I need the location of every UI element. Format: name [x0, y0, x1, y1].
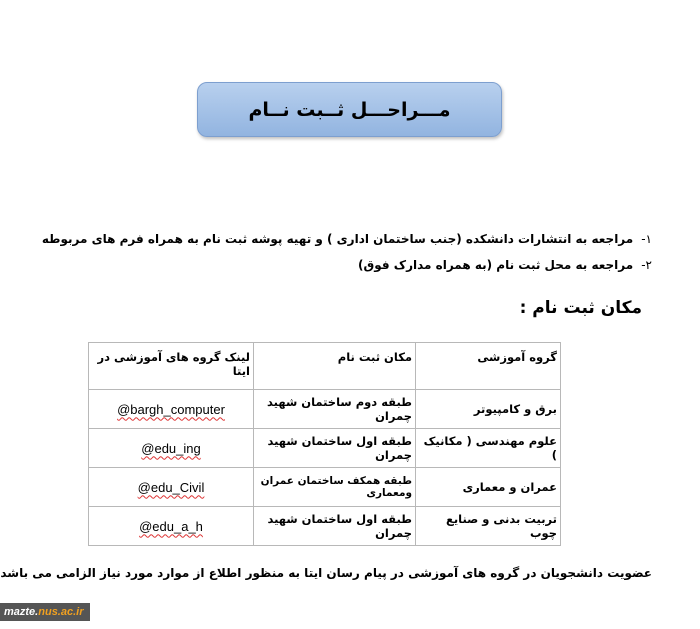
- cell-location: طبقه دوم ساختمان شهید چمران: [253, 389, 416, 429]
- cell-location: طبقه اول ساختمان شهید چمران: [253, 428, 416, 468]
- table-row: تربیت بدنی و صنایع چوب طبقه اول ساختمان …: [88, 506, 561, 546]
- cell-group: تربیت بدنی و صنایع چوب: [415, 506, 561, 546]
- cell-group: علوم مهندسی ( مکانیک ): [415, 428, 561, 468]
- table-row: علوم مهندسی ( مکانیک ) طبقه اول ساختمان …: [88, 428, 561, 468]
- eitaa-link[interactable]: @bargh_computer: [117, 401, 225, 417]
- site-watermark: mazte.nus.ac.ir: [0, 603, 90, 621]
- eitaa-link[interactable]: @edu_a_h: [139, 518, 203, 534]
- table-row: برق و کامپیوتر طبقه دوم ساختمان شهید چمر…: [88, 389, 561, 429]
- watermark-part1: mazte.: [4, 606, 39, 618]
- header-group: گروه آموزشی: [415, 342, 561, 390]
- eitaa-link[interactable]: @edu_ing: [141, 440, 201, 456]
- page-title-box: مـــراحـــل ثــبت نــام: [197, 82, 502, 137]
- page-title: مـــراحـــل ثــبت نــام: [248, 98, 451, 121]
- registration-table: گروه آموزشی مکان ثبت نام لینک گروه های آ…: [88, 342, 561, 546]
- membership-note: عضویت دانشجویان در گروه های آموزشی در پی…: [0, 566, 652, 580]
- cell-link: @bargh_computer: [88, 389, 254, 429]
- header-location: مکان ثبت نام: [253, 342, 416, 390]
- step-text: مراجعه به انتشارات دانشکده (جنب ساختمان …: [41, 232, 634, 246]
- table-row: عمران و معماری طبقه همکف ساختمان عمران و…: [88, 467, 561, 507]
- step-number: ۲-: [641, 258, 652, 272]
- table-header-row: گروه آموزشی مکان ثبت نام لینک گروه های آ…: [88, 342, 561, 390]
- cell-group: برق و کامپیوتر: [415, 389, 561, 429]
- step-1: ۱- مراجعه به انتشارات دانشکده (جنب ساختما…: [42, 232, 652, 246]
- cell-link: @edu_a_h: [88, 506, 254, 546]
- watermark-part2: nus.ac.ir: [38, 606, 84, 618]
- location-heading: مکان ثبت نام :: [519, 298, 642, 318]
- header-link: لینک گروه های آموزشی در ایتا: [88, 342, 254, 390]
- cell-location: طبقه همکف ساختمان عمران ومعماری: [253, 467, 416, 507]
- cell-link: @edu_Civil: [88, 467, 254, 507]
- cell-link: @edu_ing: [88, 428, 254, 468]
- step-number: ۱-: [641, 232, 652, 246]
- step-text: مراجعه به محل ثبت نام (به همراه مدارک فو…: [358, 258, 634, 272]
- cell-group: عمران و معماری: [415, 467, 561, 507]
- eitaa-link[interactable]: @edu_Civil: [137, 479, 205, 495]
- step-2: ۲- مراجعه به محل ثبت نام (به همراه مدارک …: [358, 258, 652, 272]
- cell-location: طبقه اول ساختمان شهید چمران: [253, 506, 416, 546]
